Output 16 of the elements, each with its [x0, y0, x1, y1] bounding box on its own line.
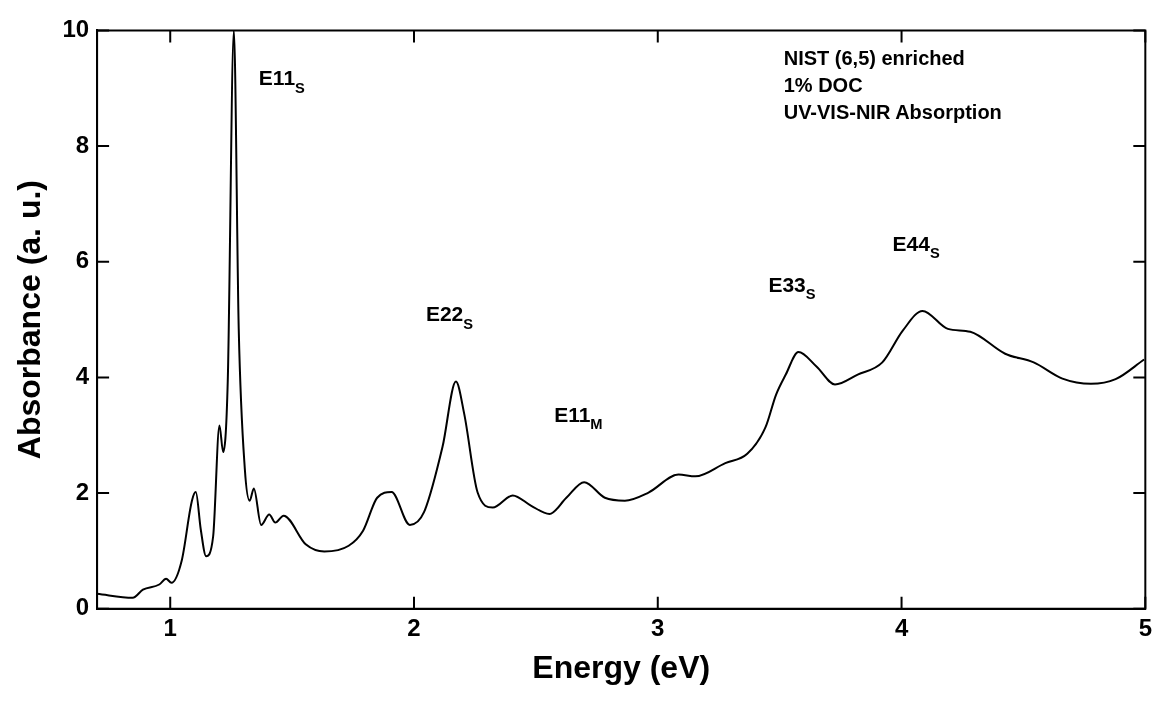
x-tick-label: 5 [1138, 613, 1153, 641]
x-tick-label: 4 [894, 613, 909, 641]
y-tick-label: 6 [75, 246, 90, 274]
y-axis-title: Absorbance (a. u.) [11, 180, 48, 460]
annotation: NIST (6,5) enriched [783, 47, 965, 70]
x-tick-label: 1 [163, 613, 177, 641]
x-tick-label: 3 [651, 613, 665, 641]
x-axis-title: Energy (eV) [532, 648, 711, 685]
y-tick-label: 8 [75, 130, 90, 158]
x-tick-label: 2 [407, 613, 421, 641]
y-tick-label: 10 [62, 15, 90, 43]
y-tick-label: 4 [75, 362, 90, 390]
y-tick-label: 2 [75, 477, 90, 505]
annotation: UV-VIS-NIR Absorption [783, 101, 1002, 124]
y-tick-label: 0 [75, 593, 90, 621]
annotation: 1% DOC [783, 74, 863, 97]
